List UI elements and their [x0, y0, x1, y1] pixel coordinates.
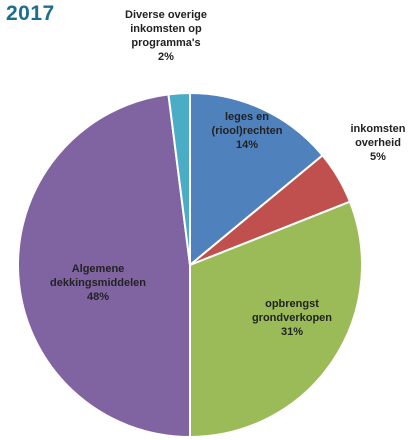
chart-title: 2017	[6, 2, 55, 25]
slice-label: opbrengst grondverkopen 31%	[242, 297, 342, 339]
value-label: 31%	[280, 326, 304, 338]
value-label: 5%	[370, 151, 386, 163]
pie-slice	[17, 93, 191, 439]
value-label: 2%	[158, 51, 174, 63]
category-label: Algemene dekkingsmiddelen	[50, 263, 146, 289]
slice-label: inkomsten overheid 5%	[343, 122, 413, 164]
slice-label: leges en (riool)rechten 14%	[202, 110, 292, 152]
pie-slice	[189, 91, 324, 268]
category-label: leges en (riool)rechten	[211, 111, 283, 137]
category-label: Diverse overige inkomsten op programma's	[125, 9, 207, 49]
pie-slice	[189, 200, 363, 439]
category-label: opbrengst grondverkopen	[251, 298, 333, 324]
slice-label: Algemene dekkingsmiddelen 48%	[43, 262, 153, 304]
value-label: 14%	[235, 139, 259, 151]
category-label: inkomsten overheid	[350, 123, 406, 149]
value-label: 48%	[86, 291, 110, 303]
pie-slice	[167, 91, 191, 266]
slice-label: Diverse overige inkomsten op programma's…	[101, 8, 231, 64]
